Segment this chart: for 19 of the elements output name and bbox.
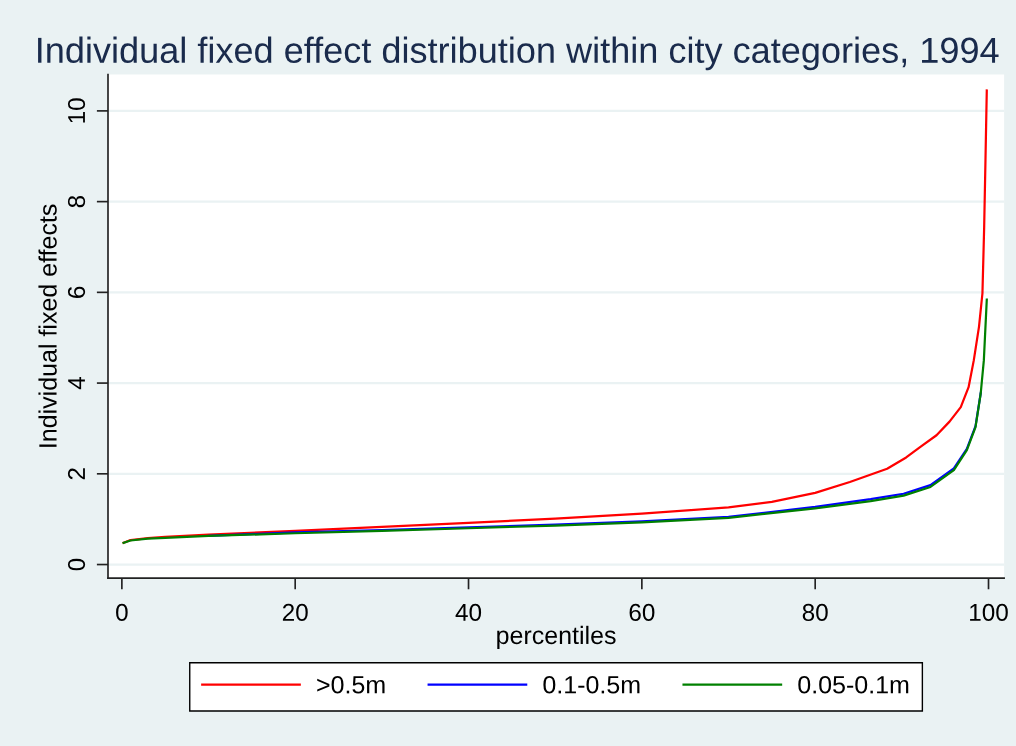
- x-tick-label: 40: [455, 603, 482, 621]
- legend-label: >0.5m: [317, 675, 385, 694]
- y-tick-label: 8: [67, 195, 86, 208]
- y-tick-label: 2: [67, 468, 85, 480]
- x-tick-label: 100: [970, 603, 1008, 621]
- x-tick-label: 60: [629, 603, 655, 621]
- line-series: [122, 298, 988, 544]
- x-tick-label: 80: [802, 603, 828, 621]
- y-tick-label: 4: [68, 377, 85, 390]
- y-axis-title: Individual fixed effects: [38, 204, 57, 447]
- legend-label: 0.1-0.5m: [543, 675, 640, 694]
- y-tick-label: 6: [67, 286, 86, 298]
- x-tick-label: 0: [116, 603, 128, 621]
- y-tick-label: 0: [67, 558, 86, 571]
- chart-title: Individual fixed effect distribution within city categories, 1994: [38, 36, 999, 71]
- legend-label: 0.05-0.1m: [798, 675, 909, 694]
- x-axis-title: percentiles: [497, 625, 616, 650]
- x-tick-label: 20: [282, 603, 308, 621]
- y-tick-label: 10: [67, 98, 86, 123]
